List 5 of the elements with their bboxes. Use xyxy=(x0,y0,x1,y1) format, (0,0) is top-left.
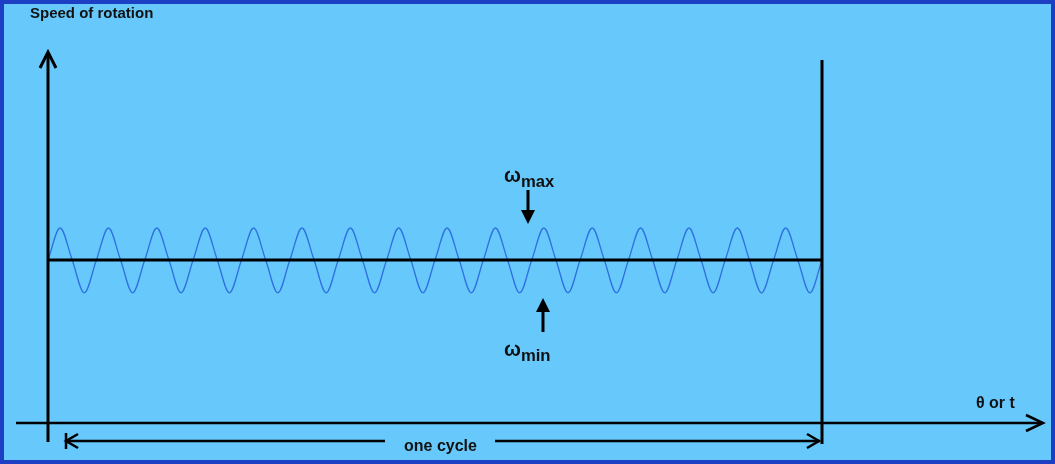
text: one cycle xyxy=(404,437,477,455)
text: θ or t xyxy=(976,394,1015,412)
text: ω$_{max}$ xyxy=(504,164,555,192)
text: Speed of rotation xyxy=(30,4,154,21)
annotation: ω$_{min}$ xyxy=(504,338,551,366)
